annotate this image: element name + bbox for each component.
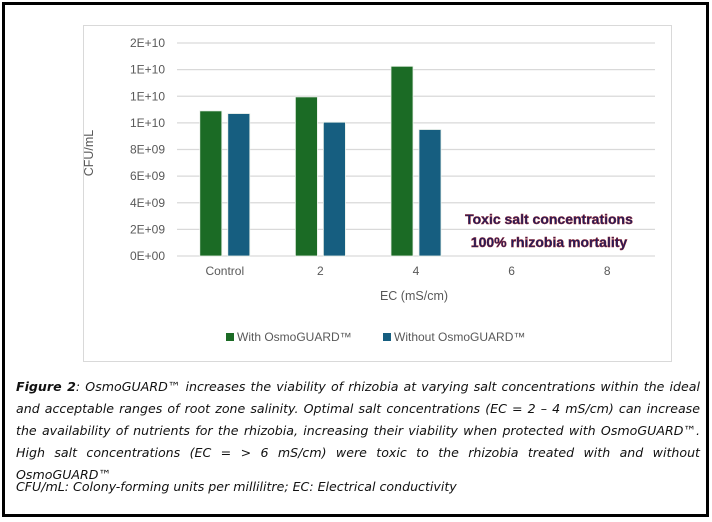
annotation: Toxic salt concentrations 100% rhizobia … (465, 211, 633, 251)
figure-frame (2, 2, 709, 517)
legend: With OsmoGUARD™ Without OsmoGUARD™ (226, 330, 525, 344)
legend-label-without: Without OsmoGUARD™ (394, 330, 525, 344)
x-axis-label: EC (mS/cm) (380, 289, 448, 303)
caption-text: : OsmoGUARD™ increases the viability of … (16, 379, 700, 482)
bar-chart: 0E+00 2E+09 4E+09 6E+09 8E+09 1E+10 1E+10 1E+10… (82, 36, 655, 344)
y-tick-label: 2E+10 (130, 36, 165, 50)
y-tick-label: 2E+09 (130, 222, 165, 236)
annotation-line-2: 100% rhizobia mortality (471, 234, 628, 250)
x-tick-label: Control (205, 264, 244, 278)
bar-with-control (199, 110, 223, 257)
y-axis-label: CFU/mL (84, 130, 96, 177)
legend-swatch-without (383, 333, 391, 341)
figure-caption: Figure 2: OsmoGUARD™ increases the viabi… (16, 376, 700, 486)
x-tick-label: 2 (317, 264, 324, 278)
legend-swatch-with (226, 333, 234, 341)
bar-without-control (227, 113, 251, 257)
bar-with-4 (390, 65, 414, 257)
bar-with-2 (294, 96, 318, 257)
y-tick-label: 1E+10 (130, 116, 165, 130)
x-tick-label: 4 (413, 264, 420, 278)
y-tick-label: 8E+09 (130, 143, 165, 157)
x-tick-label: 6 (508, 264, 515, 278)
x-tick-label: 8 (604, 264, 611, 278)
caption-label: Figure 2 (16, 379, 76, 394)
y-tick-label: 4E+09 (130, 196, 165, 210)
chart-area: 0E+00 2E+09 4E+09 6E+09 8E+09 1E+10 1E+10 1E+10… (82, 25, 672, 362)
y-tick-label: 1E+10 (130, 63, 165, 77)
bar-without-4 (418, 129, 442, 257)
legend-label-with: With OsmoGUARD™ (237, 330, 352, 344)
annotation-line-1: Toxic salt concentrations (465, 211, 633, 227)
bar-without-2 (322, 121, 346, 257)
y-tick-label: 6E+09 (130, 169, 165, 183)
abbreviations-note: CFU/mL: Colony-forming units per millili… (16, 479, 457, 494)
y-tick-label: 0E+00 (130, 249, 165, 263)
y-tick-label: 1E+10 (130, 89, 165, 103)
